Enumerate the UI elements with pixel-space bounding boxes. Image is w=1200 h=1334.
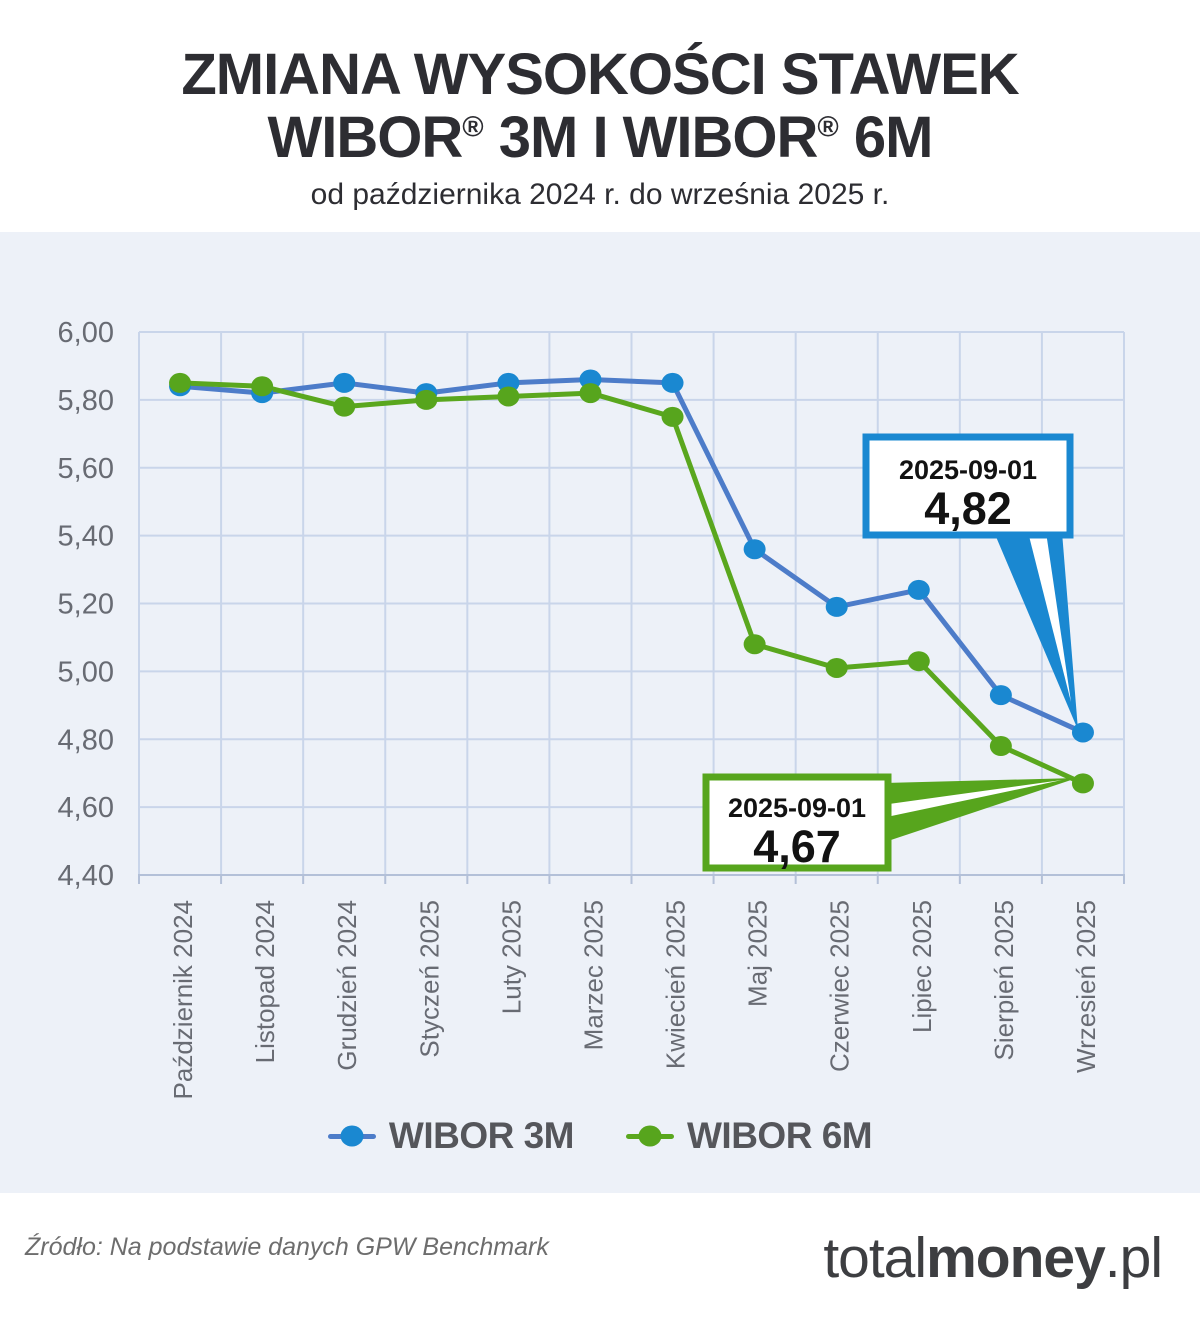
subtitle: od października 2024 r. do września 2025… xyxy=(310,178,890,212)
footer: Źródło: Na podstawie danych GPW Benchmar… xyxy=(0,1193,1200,1334)
x-axis-label: Kwiecień 2025 xyxy=(661,900,691,1069)
callout-box xyxy=(702,773,892,872)
callout-date: 2025-09-01 xyxy=(728,793,866,823)
series-markers-wibor-6m xyxy=(169,372,1094,794)
x-axis-labels: Październik 2024 Listopad 2024 Grudzień 20… xyxy=(168,900,1101,1099)
wibor-line-chart: 6,00 5,80 5,60 5,40 5,20 5,00 4,80 4,60 4,40 Paźd… xyxy=(58,317,1125,1099)
wibor-6m-legend-marker-icon xyxy=(626,1124,674,1148)
callout-value: 4,82 xyxy=(924,483,1012,534)
legend-label-wibor-3m: WIBOR 3M xyxy=(388,1115,575,1156)
callout-date: 2025-09-01 xyxy=(899,455,1037,485)
series-line-wibor-3m xyxy=(177,377,1086,735)
source-note: Źródło: Na podstawie danych GPW Benchmar… xyxy=(25,1233,549,1261)
series-line-wibor-6m xyxy=(177,380,1086,786)
legend-item-wibor-6m: WIBOR 6M xyxy=(626,1115,873,1157)
dot-marker-icon xyxy=(340,1125,364,1147)
data-point xyxy=(661,372,684,393)
legend-label-wibor-6m: WIBOR 6M xyxy=(687,1115,873,1156)
y-axis-tick-label: 6,00 xyxy=(58,317,114,349)
x-axis-label: Październik 2024 xyxy=(168,900,198,1099)
legend-item-wibor-3m: WIBOR 3M xyxy=(327,1115,575,1157)
x-axis-label: Wrzesień 2025 xyxy=(1071,900,1101,1073)
y-axis-tick-label: 5,60 xyxy=(58,453,114,485)
callout-box xyxy=(862,433,1074,539)
x-axis-label: Styczeń 2025 xyxy=(414,900,444,1058)
data-point xyxy=(497,386,520,407)
x-axis-label: Lipiec 2025 xyxy=(907,900,937,1033)
x-axis-label: Listopad 2024 xyxy=(250,900,280,1063)
header: ZMIANA WYSOKOŚCI STAWEK WIBOR® 3M I WIBO… xyxy=(0,0,1200,232)
chart-legend: WIBOR 3M WIBOR 6M xyxy=(0,1115,1200,1157)
dot-marker-icon xyxy=(638,1125,662,1147)
data-point xyxy=(579,383,602,404)
data-point xyxy=(661,406,684,427)
data-point xyxy=(1071,722,1094,743)
callout-value: 4,67 xyxy=(753,821,841,872)
data-point xyxy=(825,657,848,678)
callout-tail xyxy=(882,778,1077,843)
x-axis-label: Grudzień 2024 xyxy=(332,900,362,1071)
data-point xyxy=(743,634,766,655)
callout-wibor-6m: 2025-09-014,67 xyxy=(702,773,1077,872)
data-point xyxy=(989,736,1012,757)
callout-tail xyxy=(994,532,1078,730)
logo-part-pl: .pl xyxy=(1104,1226,1163,1290)
callout-tail-notch xyxy=(882,780,1062,818)
logo-part-money: money xyxy=(926,1226,1106,1290)
y-axis-tick-label: 5,00 xyxy=(58,656,114,688)
callout-tail-notch xyxy=(1028,532,1071,702)
line-path xyxy=(177,377,1086,735)
data-point xyxy=(825,596,848,617)
x-axis-label: Luty 2025 xyxy=(496,900,526,1014)
y-axis-tick-label: 4,40 xyxy=(58,860,114,892)
data-point xyxy=(907,579,930,600)
data-point xyxy=(907,651,930,672)
title-line-2: WIBOR® 3M I WIBOR® 6M xyxy=(267,104,934,170)
line-path xyxy=(177,380,1086,786)
data-point xyxy=(333,372,356,393)
callout-wibor-3m: 2025-09-014,82 xyxy=(862,433,1078,730)
y-axis-tick-label: 5,80 xyxy=(58,385,114,417)
data-point xyxy=(251,376,274,397)
title-line-1: ZMIANA WYSOKOŚCI STAWEK xyxy=(181,42,1019,107)
y-axis-tick-label: 5,40 xyxy=(58,521,114,553)
x-axis-label: Czerwiec 2025 xyxy=(825,900,855,1072)
y-axis-tick-label: 5,20 xyxy=(58,589,114,621)
wibor-3m-legend-marker-icon xyxy=(327,1124,376,1148)
data-point xyxy=(743,539,766,560)
x-axis-label: Marzec 2025 xyxy=(578,900,608,1050)
y-axis-tick-label: 4,80 xyxy=(58,724,114,756)
data-point xyxy=(169,372,192,393)
page-title: ZMIANA WYSOKOŚCI STAWEK WIBOR® 3M I WIBO… xyxy=(0,42,1200,170)
x-axis-label: Maj 2025 xyxy=(743,900,773,1007)
x-axis-label: Sierpień 2025 xyxy=(989,900,1019,1060)
data-point xyxy=(415,389,438,410)
y-axis-tick-label: 4,60 xyxy=(58,792,114,824)
grid xyxy=(138,331,1125,884)
chart-panel: 6,00 5,80 5,60 5,40 5,20 5,00 4,80 4,60 4,40 Paźd… xyxy=(0,232,1200,1193)
data-point xyxy=(333,396,356,417)
data-point xyxy=(1071,773,1094,794)
y-axis-labels: 6,00 5,80 5,60 5,40 5,20 5,00 4,80 4,60 4,40 xyxy=(58,317,114,892)
totalmoney-logo: totalmoney.pl xyxy=(823,1225,1163,1291)
data-point xyxy=(989,685,1012,706)
logo-part-total: total xyxy=(823,1226,927,1290)
